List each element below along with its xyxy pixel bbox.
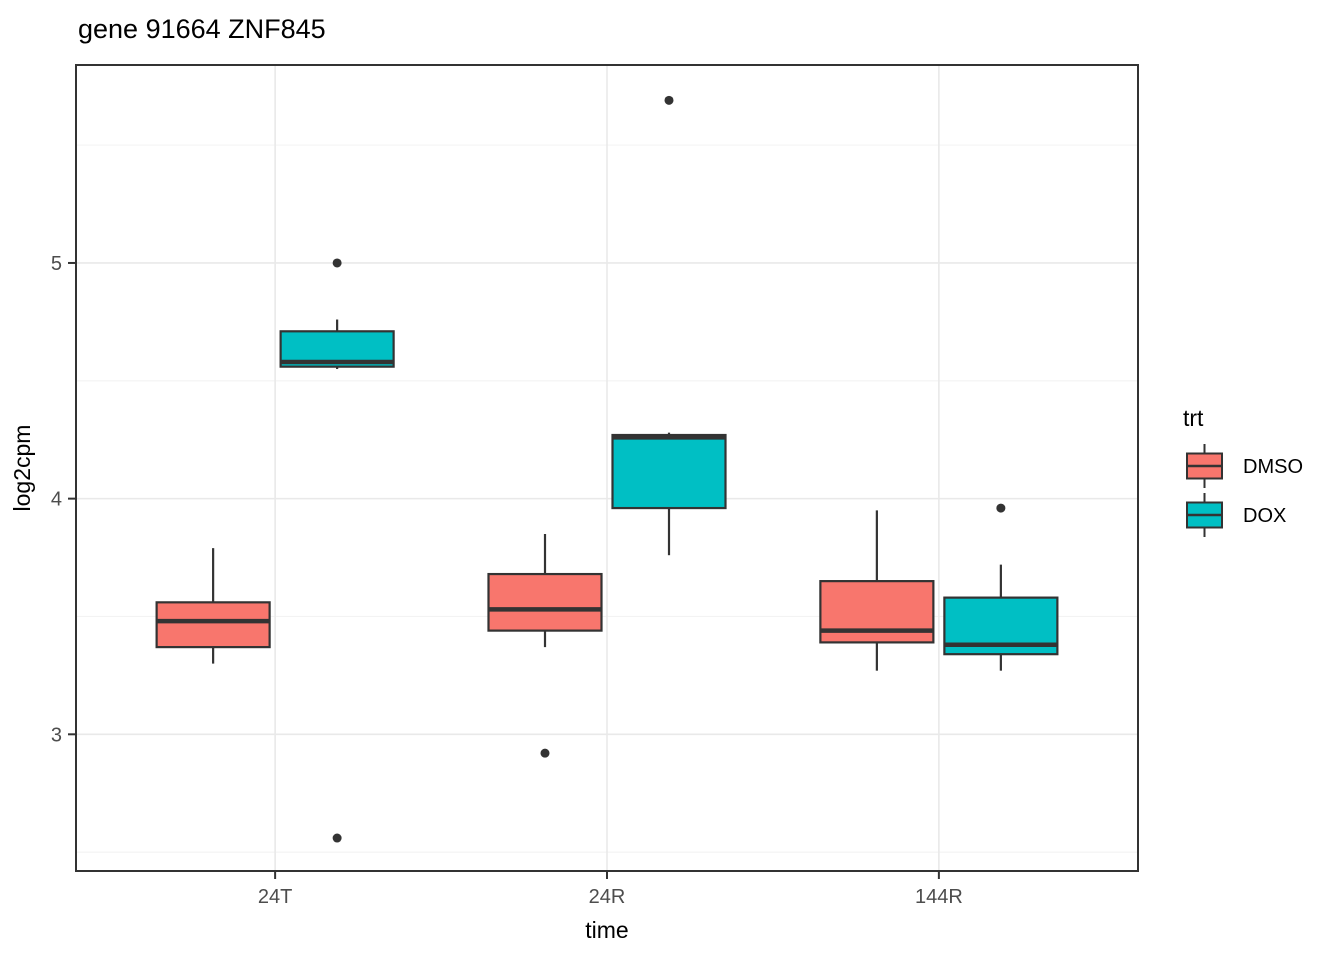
legend-entry-dmso: DMSO <box>1186 444 1303 488</box>
legend-label-dmso: DMSO <box>1243 456 1303 478</box>
y-tick-label: 5 <box>51 253 62 275</box>
boxplot-dox-144r <box>943 503 1059 671</box>
chart-title: gene 91664 ZNF845 <box>78 14 326 44</box>
boxplot-dmso-24t <box>155 548 271 664</box>
boxplot-dox-24r <box>611 95 727 556</box>
axis-ticks <box>68 261 940 879</box>
box-iqr <box>487 572 603 632</box>
boxplot-dox-24t <box>279 258 395 843</box>
legend-entry-dox: DOX <box>1186 493 1286 537</box>
outlier-point <box>332 258 342 268</box>
outlier-point <box>664 95 674 105</box>
y-tick-label: 4 <box>51 489 62 511</box>
legend-entries: DMSO DOX <box>1186 444 1303 537</box>
x-tick-label: 24T <box>258 886 292 908</box>
legend: trt DMSO DOX <box>1183 405 1303 537</box>
y-axis-title: log2cpm <box>9 425 35 512</box>
box-iqr <box>611 433 727 510</box>
box-iqr <box>819 580 935 644</box>
legend-title: trt <box>1183 405 1204 431</box>
legend-label-dox: DOX <box>1243 505 1286 527</box>
y-tick-label: 3 <box>51 724 62 746</box>
x-tick-label: 24R <box>589 886 626 908</box>
y-axis-tick-labels: 3 4 5 <box>51 253 62 746</box>
boxplots-layer <box>155 95 1059 843</box>
box-iqr <box>155 601 271 649</box>
outlier-point <box>332 833 342 843</box>
outlier-point <box>540 748 550 758</box>
x-axis-tick-labels: 24T 24R 144R <box>258 886 963 908</box>
x-axis-title: time <box>585 917 628 943</box>
gridlines-major <box>76 65 1138 871</box>
boxplot-dmso-24r <box>487 533 603 758</box>
outlier-point <box>996 503 1006 513</box>
x-tick-label: 144R <box>915 886 963 908</box>
boxplot-dmso-144r <box>819 510 935 671</box>
